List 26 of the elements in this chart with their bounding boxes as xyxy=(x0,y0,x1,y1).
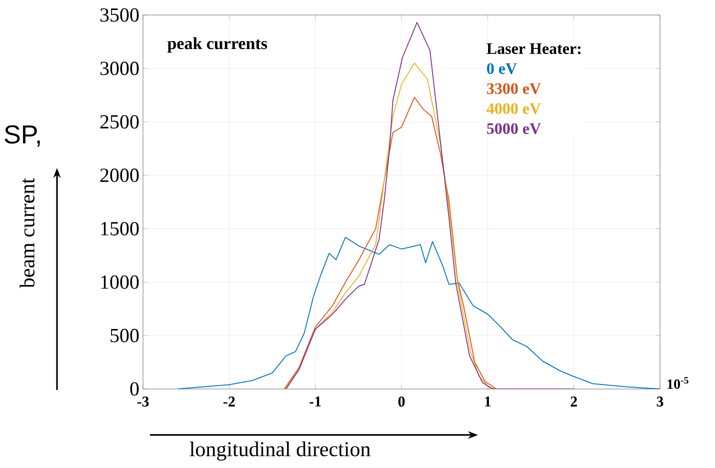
text: 4000 eV xyxy=(486,103,541,114)
y-tick-label: 500 xyxy=(110,328,139,342)
text: 10$^{-5}$ xyxy=(668,377,688,389)
x-tick-label: 3 xyxy=(656,396,664,407)
y-tick-label: 3000 xyxy=(100,62,139,76)
y-tick-label: 1500 xyxy=(101,222,139,236)
x-tick-label: 2 xyxy=(570,396,577,406)
text: 5000 eV xyxy=(487,123,541,134)
text: peak currents xyxy=(167,37,268,53)
x-tick-label: -2 xyxy=(223,396,235,406)
x-tick-label: 0 xyxy=(398,396,405,407)
text: SP, xyxy=(4,125,40,147)
text: 0 eV xyxy=(487,63,517,74)
x-tick-label: 1 xyxy=(485,396,491,406)
text: 3300 eV xyxy=(487,83,541,94)
x-tick-label: -3 xyxy=(137,396,149,407)
x-axis-title: longitudinal direction xyxy=(190,442,370,461)
y-tick-label: 2000 xyxy=(100,168,139,182)
y-tick-label: 1000 xyxy=(101,275,139,289)
legend-title: Laser Heater: xyxy=(486,43,580,54)
line-series xyxy=(177,236,660,389)
y-tick-label: 3500 xyxy=(100,8,139,22)
x-tick-label: -1 xyxy=(310,396,321,406)
y-tick-label: 2500 xyxy=(100,115,139,129)
y-axis-title: beam current xyxy=(20,178,34,288)
y-tick-label: 0 xyxy=(130,382,139,396)
